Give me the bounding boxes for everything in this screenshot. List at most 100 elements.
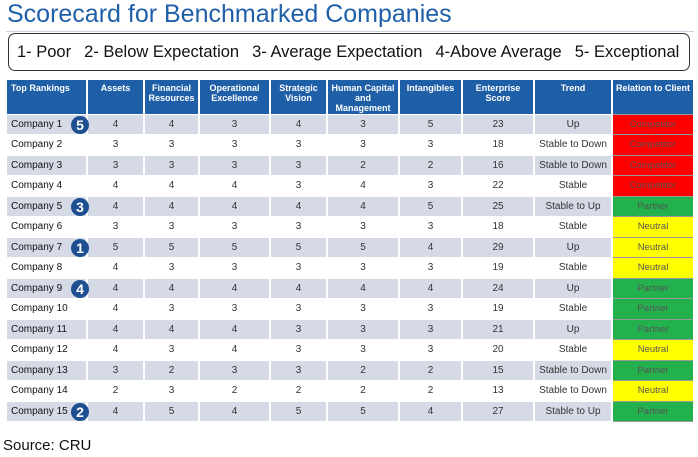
table-row: Company 6 3 3 3 3 3 3 18 Stable Neutral [7, 216, 693, 238]
strategic-cell: 5 [270, 236, 328, 258]
intangibles-cell: 5 [399, 113, 463, 135]
relation-cell: Partner [611, 318, 693, 340]
operational-cell: 4 [199, 339, 271, 361]
score-cell: 24 [462, 277, 535, 299]
rank-badge: 5 [71, 115, 89, 134]
operational-cell: 5 [199, 236, 271, 258]
score-cell: 15 [462, 359, 535, 381]
header-financial-resources: Financial Resources [144, 80, 200, 114]
company-name: Company 12 [11, 344, 68, 356]
company-cell: Company 1 5 [7, 113, 89, 135]
table-row: Company 13 3 2 3 3 2 2 15 Stable to Down Partner [7, 359, 693, 381]
rank-badge: 2 [71, 402, 89, 421]
human-cell: 3 [327, 298, 400, 320]
intangibles-cell: 2 [399, 359, 463, 381]
strategic-cell: 3 [270, 175, 328, 197]
assets-cell: 4 [87, 298, 145, 320]
title-divider [6, 31, 694, 32]
table-row: Company 9 4 4 4 4 4 4 4 24 Up Partner [7, 277, 693, 299]
score-cell: 19 [462, 298, 535, 320]
trend-cell: Up [534, 277, 613, 299]
human-cell: 3 [327, 257, 400, 279]
company-cell: Company 8 [7, 257, 88, 279]
relation-cell: Competitor [611, 154, 693, 176]
assets-cell: 4 [87, 175, 145, 197]
legend-item-2: 2- Below Expectation [84, 42, 240, 61]
score-cell: 20 [462, 339, 535, 361]
relation-cell: Competitor [611, 113, 693, 135]
table-header-row: Top Rankings Assets Financial Resources … [7, 80, 693, 114]
human-cell: 5 [327, 236, 400, 258]
operational-cell: 3 [199, 359, 271, 381]
financial-cell: 4 [144, 318, 200, 340]
intangibles-cell: 4 [399, 400, 463, 422]
company-name: Company 13 [11, 364, 68, 376]
table-row: Company 15 2 4 5 4 5 5 4 27 Stable to Up Partner [7, 400, 693, 422]
score-cell: 29 [462, 236, 535, 258]
operational-cell: 4 [199, 318, 271, 340]
rank-badge: 1 [71, 238, 89, 257]
operational-cell: 3 [199, 298, 271, 320]
table-row: Company 7 1 5 5 5 5 5 4 29 Up Neutral [7, 236, 693, 258]
relation-cell: Neutral [611, 380, 693, 402]
operational-cell: 3 [199, 113, 271, 135]
financial-cell: 4 [144, 113, 200, 135]
table-row: Company 8 4 3 3 3 3 3 19 Stable Neutral [7, 257, 693, 279]
financial-cell: 5 [144, 400, 200, 422]
score-cell: 25 [462, 195, 535, 217]
assets-cell: 4 [87, 277, 145, 299]
company-name: Company 2 [11, 139, 63, 151]
score-cell: 18 [462, 216, 535, 238]
trend-cell: Stable to Up [534, 400, 613, 422]
operational-cell: 4 [199, 400, 271, 422]
header-relation-to-client: Relation to Client [612, 80, 693, 114]
strategic-cell: 4 [270, 113, 328, 135]
trend-cell: Up [534, 236, 613, 258]
relation-cell: Partner [611, 400, 693, 422]
company-cell: Company 3 [7, 154, 88, 176]
strategic-cell: 2 [270, 380, 328, 402]
legend-item-5: 5- Exceptional [574, 42, 680, 61]
trend-cell: Stable to Down [534, 134, 613, 156]
intangibles-cell: 5 [399, 195, 463, 217]
company-cell: Company 10 [7, 298, 88, 320]
strategic-cell: 4 [270, 277, 328, 299]
relation-cell: Partner [611, 298, 693, 320]
intangibles-cell: 3 [399, 257, 463, 279]
score-cell: 23 [462, 113, 535, 135]
table-row: Company 10 4 3 3 3 3 3 19 Stable Partner [7, 298, 693, 320]
human-cell: 4 [327, 195, 400, 217]
legend-item-1: 1- Poor [17, 42, 72, 61]
operational-cell: 4 [199, 195, 271, 217]
strategic-cell: 3 [270, 154, 328, 176]
assets-cell: 3 [87, 359, 145, 381]
score-cell: 16 [462, 154, 535, 176]
financial-cell: 5 [144, 236, 200, 258]
company-cell: Company 5 3 [7, 195, 89, 217]
assets-cell: 3 [87, 134, 145, 156]
financial-cell: 3 [144, 257, 200, 279]
company-name: Company 10 [11, 303, 68, 315]
company-name: Company 1 [11, 118, 63, 130]
operational-cell: 3 [199, 257, 271, 279]
relation-cell: Partner [611, 277, 693, 299]
financial-cell: 3 [144, 216, 200, 238]
intangibles-cell: 4 [399, 236, 463, 258]
trend-cell: Stable [534, 339, 613, 361]
human-cell: 3 [327, 134, 400, 156]
table-row: Company 3 3 3 3 3 2 2 16 Stable to Down Competito… [7, 154, 693, 176]
score-cell: 27 [462, 400, 535, 422]
strategic-cell: 3 [270, 359, 328, 381]
table-row: Company 5 3 4 4 4 4 4 5 25 Stable to Up Partner [7, 195, 693, 217]
assets-cell: 4 [87, 195, 145, 217]
table-row: Company 1 5 4 4 3 4 3 5 23 Up Competitor [7, 113, 693, 135]
strategic-cell: 4 [270, 195, 328, 217]
page-title: Scorecard for Benchmarked Companies [7, 0, 452, 28]
financial-cell: 2 [144, 359, 200, 381]
score-cell: 21 [462, 318, 535, 340]
intangibles-cell: 3 [399, 175, 463, 197]
assets-cell: 4 [87, 400, 145, 422]
assets-cell: 4 [87, 257, 145, 279]
company-name: Company 5 [11, 200, 63, 212]
header-assets: Assets [87, 80, 145, 114]
